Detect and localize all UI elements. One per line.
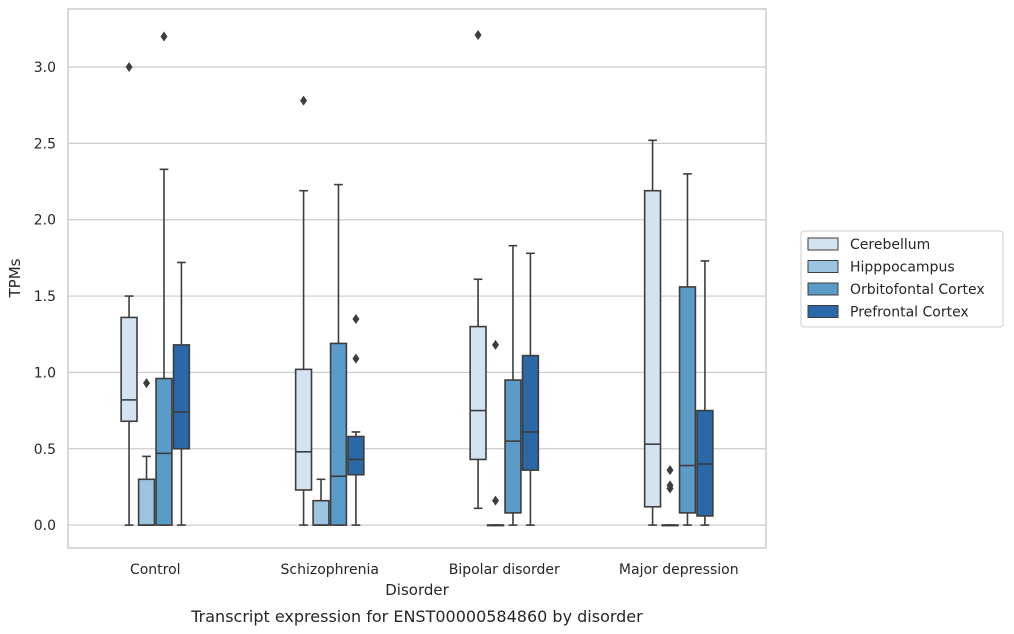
iqr-box bbox=[172, 344, 191, 450]
iqr-box bbox=[137, 478, 156, 526]
box-orbitofontal-cortex bbox=[504, 244, 522, 526]
x-tick-label: Bipolar disorder bbox=[449, 562, 560, 578]
box-prefrontal-cortex bbox=[347, 313, 365, 526]
legend-swatch bbox=[807, 260, 839, 273]
box-orbitofontal-cortex bbox=[155, 31, 173, 526]
legend-swatch bbox=[807, 282, 839, 296]
legend-label: Cerebellum bbox=[850, 237, 930, 253]
box-prefrontal-cortex bbox=[696, 260, 714, 526]
iqr-box bbox=[120, 316, 138, 423]
box-cerebellum bbox=[469, 29, 487, 510]
legend-swatch bbox=[807, 237, 839, 251]
outlier-point bbox=[143, 378, 151, 389]
x-tick-label: Control bbox=[130, 562, 181, 578]
box-hipppocampus bbox=[486, 339, 505, 527]
outlier-point bbox=[666, 480, 674, 491]
box-orbitofontal-cortex bbox=[678, 173, 697, 526]
y-tick-label: 2.0 bbox=[34, 213, 56, 229]
legend-label: Prefrontal Cortex bbox=[850, 305, 969, 321]
box-prefrontal-cortex bbox=[172, 261, 191, 526]
outlier-point bbox=[474, 29, 482, 40]
y-tick-label: 2.5 bbox=[34, 136, 56, 152]
legend: Cerebellum Hipppocampus Orbitofontal Corte… bbox=[800, 230, 1004, 328]
x-tick-label: Schizophrenia bbox=[281, 562, 379, 578]
iqr-box bbox=[521, 354, 540, 471]
iqr-box bbox=[678, 286, 697, 514]
legend-swatch bbox=[807, 305, 839, 318]
box-hipppocampus bbox=[137, 378, 156, 526]
outlier-point bbox=[666, 465, 674, 476]
box-cerebellum bbox=[120, 62, 138, 526]
x-axis-title: Disorder bbox=[385, 581, 449, 599]
box-hipppocampus bbox=[312, 478, 330, 526]
iqr-box bbox=[294, 368, 313, 491]
y-axis-title: TPMs bbox=[6, 258, 24, 298]
y-tick-label: 1.5 bbox=[34, 289, 56, 305]
iqr-box bbox=[504, 379, 522, 514]
outlier-point bbox=[492, 339, 500, 350]
outlier-point bbox=[300, 95, 308, 106]
box-cerebellum bbox=[294, 95, 313, 526]
outlier-point bbox=[160, 31, 168, 42]
box-hipppocampus bbox=[661, 465, 679, 527]
x-axis-ticks: Control Schizophrenia Bipolar disorder Majo… bbox=[130, 562, 739, 578]
box-orbitofontal-cortex bbox=[329, 183, 348, 526]
iqr-box bbox=[312, 499, 330, 526]
iqr-box bbox=[347, 435, 365, 476]
chart-caption: Transcript expression for ENST0000058486… bbox=[190, 607, 643, 626]
iqr-box bbox=[329, 342, 348, 526]
y-tick-label: 0.0 bbox=[34, 518, 56, 534]
outlier-point bbox=[125, 62, 133, 73]
iqr-box bbox=[469, 325, 487, 461]
plot-area-border bbox=[67, 8, 767, 549]
y-tick-label: 0.5 bbox=[34, 442, 56, 458]
legend-frame bbox=[800, 230, 1004, 328]
box-cerebellum bbox=[643, 139, 662, 526]
iqr-box bbox=[155, 377, 173, 526]
box-prefrontal-cortex bbox=[521, 252, 540, 526]
outlier-point bbox=[352, 313, 360, 324]
iqr-box bbox=[643, 189, 662, 508]
box-plot-series bbox=[120, 29, 714, 527]
y-tick-label: 1.0 bbox=[34, 365, 56, 381]
legend-label: Hipppocampus bbox=[850, 260, 955, 276]
y-axis-ticks: 0.0 0.5 1.0 1.5 2.0 2.5 3.0 bbox=[34, 60, 56, 534]
x-tick-label: Major depression bbox=[619, 562, 739, 578]
outlier-point bbox=[492, 495, 500, 506]
outlier-point bbox=[352, 353, 360, 364]
y-tick-label: 3.0 bbox=[34, 60, 56, 76]
legend-label: Orbitofontal Cortex bbox=[850, 282, 985, 298]
